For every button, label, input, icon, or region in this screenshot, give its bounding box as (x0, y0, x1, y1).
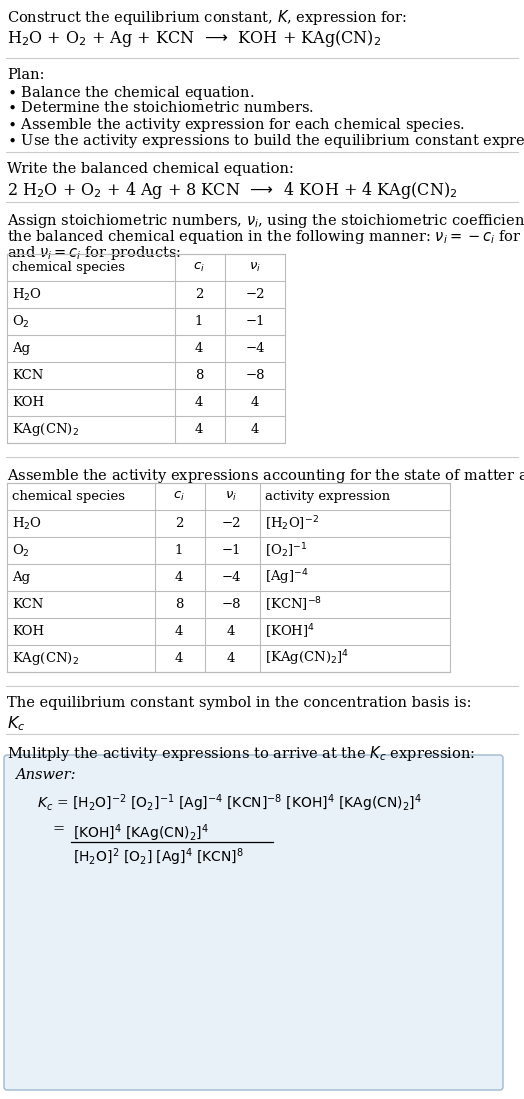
Text: −8: −8 (221, 598, 241, 611)
Text: chemical species: chemical species (12, 490, 125, 503)
Text: 2: 2 (175, 517, 183, 530)
Text: Ag: Ag (12, 571, 30, 584)
Text: 4: 4 (251, 423, 259, 436)
Text: 4: 4 (175, 652, 183, 665)
Bar (7, 254, 285, 443)
Text: Assign stoichiometric numbers, $\nu_i$, using the stoichiometric coefficients, $: Assign stoichiometric numbers, $\nu_i$, … (7, 212, 524, 230)
Text: [KCN]$^{-8}$: [KCN]$^{-8}$ (265, 596, 322, 613)
Text: $\bullet$ Assemble the activity expression for each chemical species.: $\bullet$ Assemble the activity expressi… (7, 116, 465, 134)
Text: $K_c$ = $[\mathrm{H_2O}]^{-2}$ $[\mathrm{O_2}]^{-1}$ $[\mathrm{Ag}]^{-4}$ $[\mat: $K_c$ = $[\mathrm{H_2O}]^{-2}$ $[\mathrm… (37, 792, 422, 813)
Text: [Ag]$^{-4}$: [Ag]$^{-4}$ (265, 568, 309, 587)
Text: 4: 4 (195, 342, 203, 355)
Text: 1: 1 (175, 544, 183, 557)
Text: −8: −8 (245, 369, 265, 382)
Text: Ag: Ag (12, 342, 30, 355)
Text: [O$_2$]$^{-1}$: [O$_2$]$^{-1}$ (265, 541, 308, 559)
Text: −2: −2 (221, 517, 241, 530)
Text: $\bullet$ Determine the stoichiometric numbers.: $\bullet$ Determine the stoichiometric n… (7, 100, 314, 115)
Text: $[\mathrm{H_2O}]^2$ $[\mathrm{O_2}]$ $[\mathrm{Ag}]^4$ $[\mathrm{KCN}]^8$: $[\mathrm{H_2O}]^2$ $[\mathrm{O_2}]$ $[\… (73, 846, 244, 867)
Text: [KAg(CN)$_2$]$^4$: [KAg(CN)$_2$]$^4$ (265, 648, 349, 668)
Text: $\nu_i$: $\nu_i$ (249, 260, 261, 274)
Text: KCN: KCN (12, 369, 43, 382)
Text: Answer:: Answer: (15, 768, 75, 782)
Text: O$_2$: O$_2$ (12, 313, 30, 330)
Text: −4: −4 (221, 571, 241, 584)
Text: the balanced chemical equation in the following manner: $\nu_i = -c_i$ for react: the balanced chemical equation in the fo… (7, 227, 524, 246)
Text: chemical species: chemical species (12, 260, 125, 274)
Text: Mulitply the activity expressions to arrive at the $K_c$ expression:: Mulitply the activity expressions to arr… (7, 744, 475, 763)
Text: 4: 4 (251, 396, 259, 409)
Text: 4: 4 (227, 625, 235, 639)
Text: 4: 4 (175, 571, 183, 584)
Text: 8: 8 (175, 598, 183, 611)
FancyBboxPatch shape (4, 755, 503, 1090)
Text: 2: 2 (195, 288, 203, 301)
Text: Plan:: Plan: (7, 68, 45, 82)
Text: [KOH]$^4$: [KOH]$^4$ (265, 622, 315, 641)
Text: KAg(CN)$_2$: KAg(CN)$_2$ (12, 650, 79, 667)
Text: −2: −2 (245, 288, 265, 301)
Text: H$_2$O: H$_2$O (12, 287, 42, 302)
Text: KCN: KCN (12, 598, 43, 611)
Text: H$_2$O: H$_2$O (12, 515, 42, 532)
Text: H$_2$O + O$_2$ + Ag + KCN $\,\longrightarrow\,$ KOH + KAg(CN)$_2$: H$_2$O + O$_2$ + Ag + KCN $\,\longrighta… (7, 27, 381, 49)
Text: −1: −1 (245, 315, 265, 328)
Text: −1: −1 (221, 544, 241, 557)
Text: $c_i$: $c_i$ (193, 260, 205, 274)
Text: O$_2$: O$_2$ (12, 543, 30, 558)
Text: The equilibrium constant symbol in the concentration basis is:: The equilibrium constant symbol in the c… (7, 696, 472, 710)
Text: [H$_2$O]$^{-2}$: [H$_2$O]$^{-2}$ (265, 514, 319, 533)
Text: 2 H$_2$O + O$_2$ + 4 Ag + 8 KCN $\,\longrightarrow\,$ 4 KOH + 4 KAg(CN)$_2$: 2 H$_2$O + O$_2$ + 4 Ag + 8 KCN $\,\long… (7, 180, 457, 201)
Text: KOH: KOH (12, 396, 44, 409)
Text: $K_c$: $K_c$ (7, 714, 26, 733)
Text: 4: 4 (227, 652, 235, 665)
Text: $[\mathrm{KOH}]^4$ $[\mathrm{KAg(CN)_2}]^4$: $[\mathrm{KOH}]^4$ $[\mathrm{KAg(CN)_2}]… (73, 822, 209, 844)
Text: Assemble the activity expressions accounting for the state of matter and $\nu_i$: Assemble the activity expressions accoun… (7, 467, 524, 485)
Text: Write the balanced chemical equation:: Write the balanced chemical equation: (7, 162, 294, 176)
Text: =: = (53, 822, 65, 836)
Text: 8: 8 (195, 369, 203, 382)
Text: KOH: KOH (12, 625, 44, 639)
Text: Construct the equilibrium constant, $K$, expression for:: Construct the equilibrium constant, $K$,… (7, 8, 407, 27)
Text: and $\nu_i = c_i$ for products:: and $\nu_i = c_i$ for products: (7, 244, 181, 262)
Text: 4: 4 (195, 396, 203, 409)
Text: activity expression: activity expression (265, 490, 390, 503)
Bar (7, 482, 450, 671)
Text: 4: 4 (175, 625, 183, 639)
Text: −4: −4 (245, 342, 265, 355)
Text: 4: 4 (195, 423, 203, 436)
Text: $\bullet$ Balance the chemical equation.: $\bullet$ Balance the chemical equation. (7, 84, 255, 102)
Text: $\nu_i$: $\nu_i$ (225, 490, 237, 503)
Text: 1: 1 (195, 315, 203, 328)
Text: $\bullet$ Use the activity expressions to build the equilibrium constant express: $\bullet$ Use the activity expressions t… (7, 132, 524, 149)
Text: $c_i$: $c_i$ (173, 490, 185, 503)
Text: KAg(CN)$_2$: KAg(CN)$_2$ (12, 421, 79, 439)
